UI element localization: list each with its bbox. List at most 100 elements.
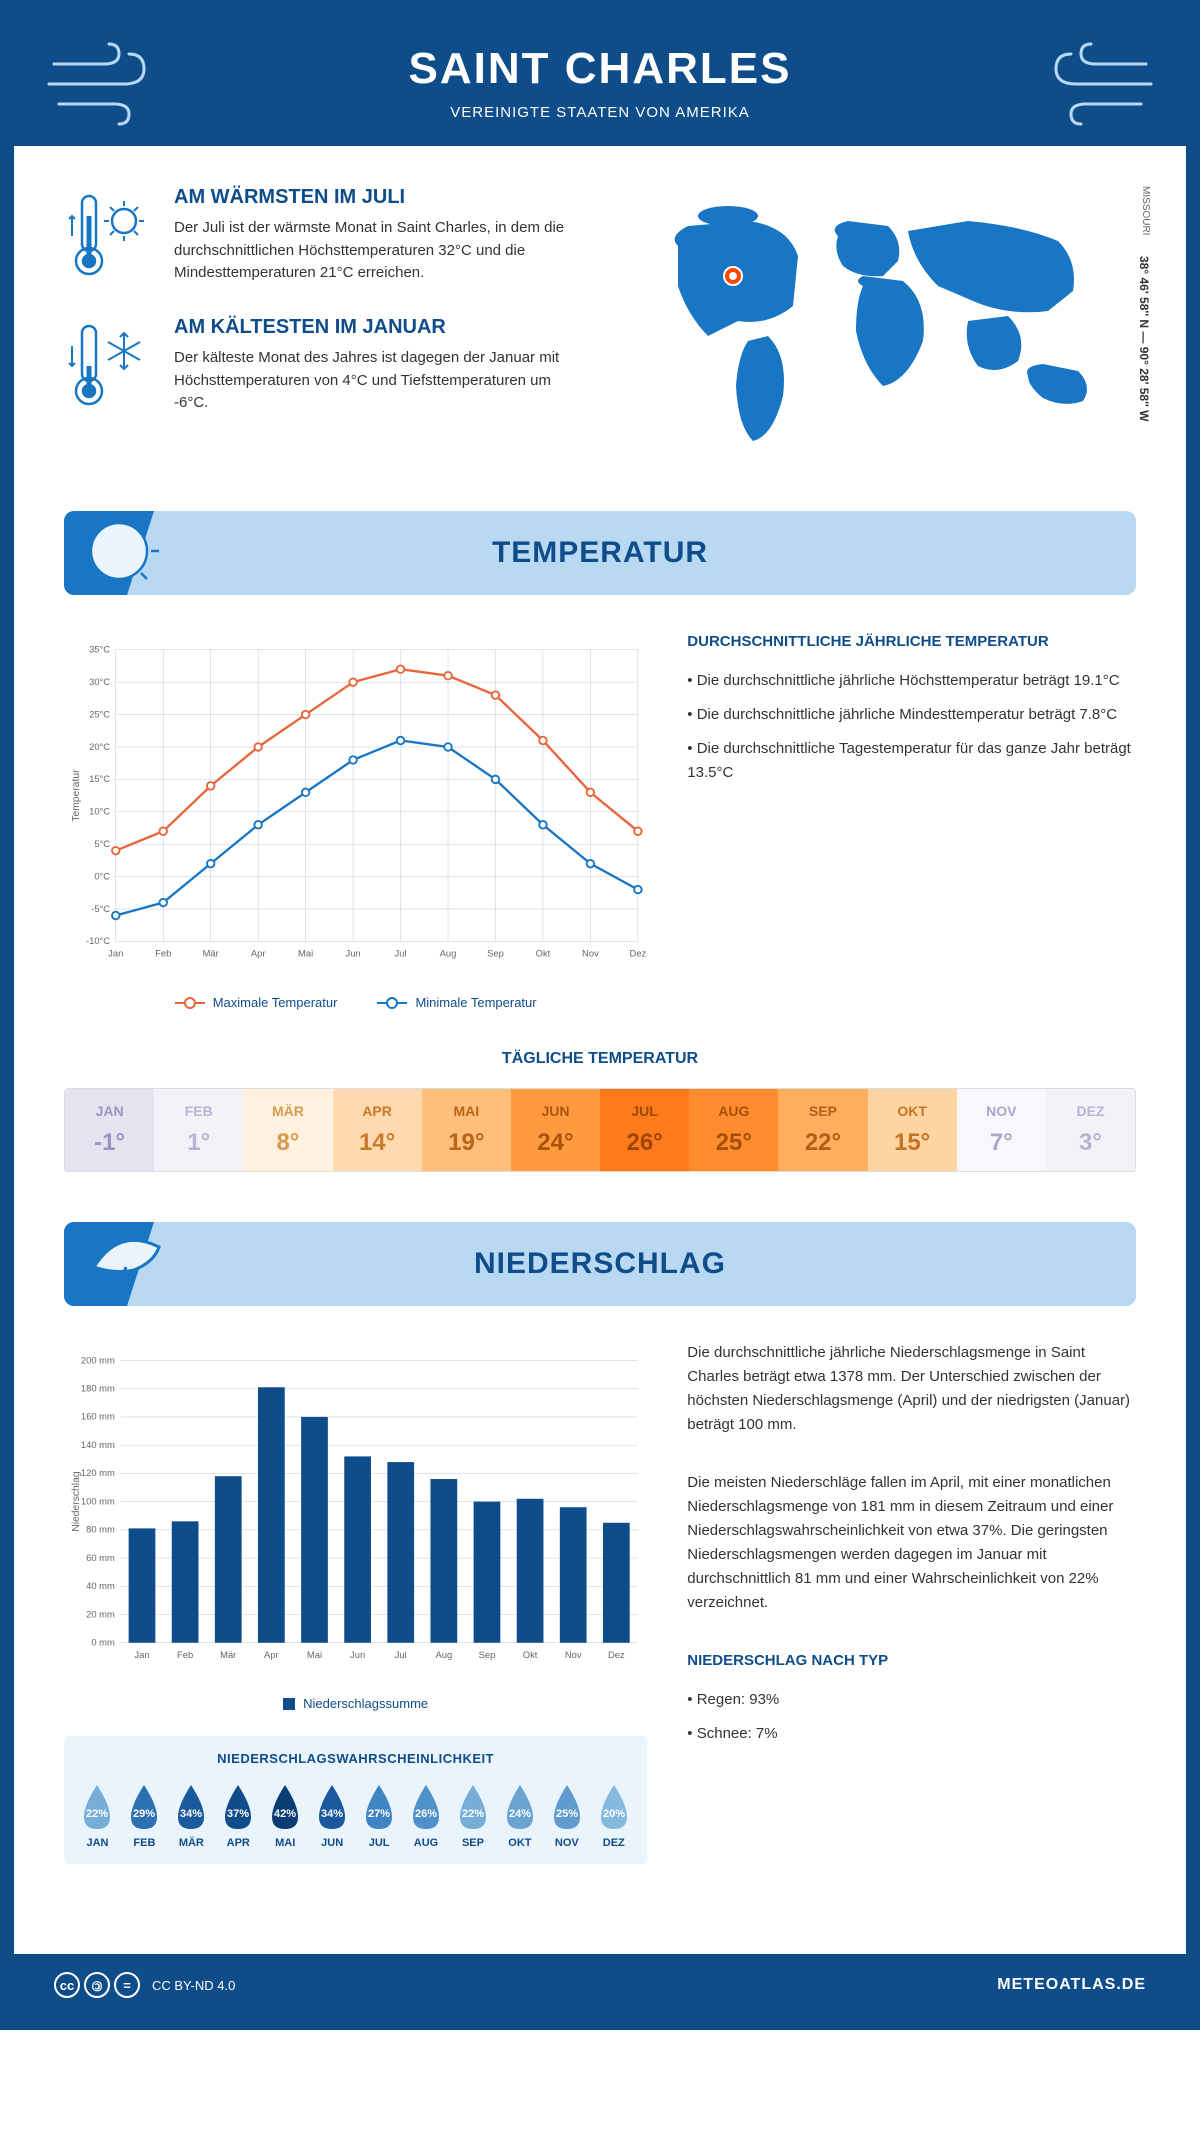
svg-text:27%: 27% — [368, 1808, 390, 1820]
svg-text:Jan: Jan — [108, 947, 123, 958]
coldest-title: AM KÄLTESTEN IM JANUAR — [174, 316, 580, 339]
svg-text:42%: 42% — [274, 1808, 296, 1820]
umbrella-icon — [64, 1212, 184, 1312]
svg-text:Nov: Nov — [565, 1649, 582, 1660]
precip-snow: • Schnee: 7% — [687, 1722, 1136, 1746]
temp-cell: JAN-1° — [65, 1089, 154, 1171]
temp-chart-legend: Maximale Temperatur Minimale Temperatur — [64, 995, 647, 1010]
svg-text:40 mm: 40 mm — [86, 1580, 115, 1591]
precipitation-section-header: NIEDERSCHLAG — [64, 1222, 1136, 1306]
page-header: SAINT CHARLES VEREINIGTE STAATEN VON AME… — [14, 14, 1186, 146]
precipitation-title: NIEDERSCHLAG — [94, 1247, 1106, 1281]
precip-type-title: NIEDERSCHLAG NACH TYP — [687, 1649, 1136, 1673]
svg-text:Feb: Feb — [177, 1649, 193, 1660]
svg-text:10°C: 10°C — [89, 806, 110, 817]
svg-text:200 mm: 200 mm — [81, 1354, 115, 1365]
svg-text:Aug: Aug — [435, 1649, 452, 1660]
warmest-title: AM WÄRMSTEN IM JULI — [174, 186, 580, 209]
drop-cell: 24%OKT — [496, 1781, 543, 1849]
region-label: MISSOURI — [1140, 186, 1151, 235]
svg-text:120 mm: 120 mm — [81, 1467, 115, 1478]
svg-text:35°C: 35°C — [89, 644, 110, 655]
coldest-block: AM KÄLTESTEN IM JANUAR Der kälteste Mona… — [64, 316, 580, 416]
svg-text:Temperatur: Temperatur — [71, 769, 82, 822]
temp-cell: JUN24° — [511, 1089, 600, 1171]
svg-text:34%: 34% — [321, 1808, 343, 1820]
temp-cell: MAI19° — [422, 1089, 511, 1171]
temp-cell: APR14° — [333, 1089, 422, 1171]
drop-cell: 22%JAN — [74, 1781, 121, 1849]
temp-cell: FEB1° — [154, 1089, 243, 1171]
wind-icon — [44, 39, 164, 129]
svg-text:Mai: Mai — [307, 1649, 322, 1660]
svg-text:Nov: Nov — [582, 947, 599, 958]
svg-text:29%: 29% — [133, 1808, 155, 1820]
svg-text:Jun: Jun — [346, 947, 361, 958]
warmest-text: Der Juli ist der wärmste Monat in Saint … — [174, 217, 580, 285]
svg-text:22%: 22% — [462, 1808, 484, 1820]
svg-text:25%: 25% — [556, 1808, 578, 1820]
svg-text:15°C: 15°C — [89, 773, 110, 784]
coords-text: 38° 46' 58'' N — 90° 28' 58'' W — [1137, 256, 1151, 421]
coldest-text: Der kälteste Monat des Jahres ist dagege… — [174, 347, 580, 415]
cc-icons: cc🄯= — [54, 1972, 140, 1998]
svg-text:Niederschlag: Niederschlag — [71, 1471, 82, 1532]
svg-text:Mär: Mär — [220, 1649, 236, 1660]
svg-text:Sep: Sep — [487, 947, 504, 958]
temp-cell: AUG25° — [689, 1089, 778, 1171]
svg-text:160 mm: 160 mm — [81, 1411, 115, 1422]
svg-text:Jul: Jul — [395, 1649, 407, 1660]
drop-cell: 34%JUN — [309, 1781, 356, 1849]
temp-cell: OKT15° — [868, 1089, 957, 1171]
svg-text:Mai: Mai — [298, 947, 313, 958]
precip-probability-box: NIEDERSCHLAGSWAHRSCHEINLICHKEIT 22%JAN29… — [64, 1736, 647, 1864]
svg-text:Jun: Jun — [350, 1649, 365, 1660]
temp-cell: SEP22° — [778, 1089, 867, 1171]
drop-cell: 37%APR — [215, 1781, 262, 1849]
svg-text:0 mm: 0 mm — [91, 1637, 115, 1648]
svg-text:20%: 20% — [603, 1808, 625, 1820]
temp-cell: MÄR8° — [243, 1089, 332, 1171]
drop-cell: 25%NOV — [543, 1781, 590, 1849]
svg-text:100 mm: 100 mm — [81, 1495, 115, 1506]
precip-prob-title: NIEDERSCHLAGSWAHRSCHEINLICHKEIT — [74, 1751, 637, 1766]
svg-text:140 mm: 140 mm — [81, 1439, 115, 1450]
drop-cell: 42%MAI — [262, 1781, 309, 1849]
drop-cell: 34%MÄR — [168, 1781, 215, 1849]
page-title: SAINT CHARLES — [34, 44, 1166, 94]
world-map — [620, 186, 1136, 466]
temp-summary-title: DURCHSCHNITTLICHE JÄHRLICHE TEMPERATUR — [687, 630, 1136, 654]
svg-text:Jan: Jan — [134, 1649, 149, 1660]
svg-text:Okt: Okt — [536, 947, 551, 958]
temperature-line-chart: -10°C-5°C0°C5°C10°C15°C20°C25°C30°C35°CJ… — [64, 630, 647, 980]
svg-text:0°C: 0°C — [94, 870, 110, 881]
warmest-block: AM WÄRMSTEN IM JULI Der Juli ist der wär… — [64, 186, 580, 286]
svg-text:180 mm: 180 mm — [81, 1383, 115, 1394]
legend-max: Maximale Temperatur — [213, 995, 338, 1010]
svg-text:30°C: 30°C — [89, 676, 110, 687]
temperature-title: TEMPERATUR — [94, 536, 1106, 570]
drop-cell: 22%SEP — [450, 1781, 497, 1849]
thermometer-sun-icon — [64, 186, 154, 286]
drop-cell: 20%DEZ — [590, 1781, 637, 1849]
svg-text:24%: 24% — [509, 1808, 531, 1820]
svg-text:26%: 26% — [415, 1808, 437, 1820]
svg-text:34%: 34% — [180, 1808, 202, 1820]
legend-min: Minimale Temperatur — [415, 995, 536, 1010]
svg-text:Feb: Feb — [155, 947, 171, 958]
legend-precip: Niederschlagssumme — [303, 1696, 428, 1711]
wind-icon — [1036, 39, 1156, 129]
svg-text:Jul: Jul — [395, 947, 407, 958]
svg-text:20°C: 20°C — [89, 741, 110, 752]
svg-text:Dez: Dez — [608, 1649, 625, 1660]
drop-cell: 29%FEB — [121, 1781, 168, 1849]
svg-text:22%: 22% — [86, 1808, 108, 1820]
page-subtitle: VEREINIGTE STAATEN VON AMERIKA — [34, 104, 1166, 121]
daily-temp-title: TÄGLICHE TEMPERATUR — [64, 1050, 1136, 1068]
svg-text:-5°C: -5°C — [91, 903, 110, 914]
svg-text:Okt: Okt — [523, 1649, 538, 1660]
daily-temp-strip: JAN-1°FEB1°MÄR8°APR14°MAI19°JUN24°JUL26°… — [64, 1088, 1136, 1172]
svg-text:-10°C: -10°C — [86, 935, 110, 946]
svg-text:60 mm: 60 mm — [86, 1552, 115, 1563]
temp-cell: JUL26° — [600, 1089, 689, 1171]
